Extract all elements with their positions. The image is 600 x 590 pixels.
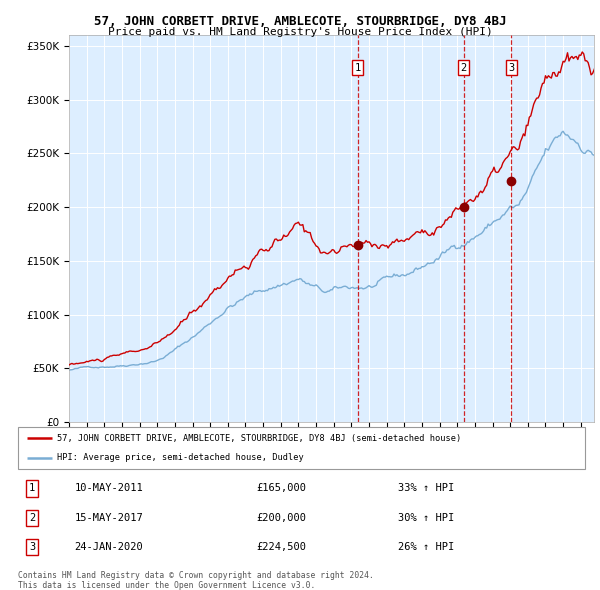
Text: 1: 1 <box>29 483 35 493</box>
Text: 1: 1 <box>355 63 361 73</box>
FancyBboxPatch shape <box>18 427 585 469</box>
Text: HPI: Average price, semi-detached house, Dudley: HPI: Average price, semi-detached house,… <box>56 453 304 462</box>
Text: 57, JOHN CORBETT DRIVE, AMBLECOTE, STOURBRIDGE, DY8 4BJ (semi-detached house): 57, JOHN CORBETT DRIVE, AMBLECOTE, STOUR… <box>56 434 461 442</box>
Text: 10-MAY-2011: 10-MAY-2011 <box>75 483 143 493</box>
Text: 2: 2 <box>29 513 35 523</box>
Text: Price paid vs. HM Land Registry's House Price Index (HPI): Price paid vs. HM Land Registry's House … <box>107 27 493 37</box>
Text: 2: 2 <box>461 63 467 73</box>
Text: £224,500: £224,500 <box>256 542 306 552</box>
Text: 3: 3 <box>29 542 35 552</box>
Text: 33% ↑ HPI: 33% ↑ HPI <box>398 483 454 493</box>
Text: This data is licensed under the Open Government Licence v3.0.: This data is licensed under the Open Gov… <box>18 581 316 589</box>
Text: 26% ↑ HPI: 26% ↑ HPI <box>398 542 454 552</box>
Text: £200,000: £200,000 <box>256 513 306 523</box>
Text: 3: 3 <box>508 63 515 73</box>
Text: 57, JOHN CORBETT DRIVE, AMBLECOTE, STOURBRIDGE, DY8 4BJ: 57, JOHN CORBETT DRIVE, AMBLECOTE, STOUR… <box>94 15 506 28</box>
Text: 30% ↑ HPI: 30% ↑ HPI <box>398 513 454 523</box>
Text: 15-MAY-2017: 15-MAY-2017 <box>75 513 143 523</box>
Text: £165,000: £165,000 <box>256 483 306 493</box>
Text: Contains HM Land Registry data © Crown copyright and database right 2024.: Contains HM Land Registry data © Crown c… <box>18 571 374 580</box>
Text: 24-JAN-2020: 24-JAN-2020 <box>75 542 143 552</box>
